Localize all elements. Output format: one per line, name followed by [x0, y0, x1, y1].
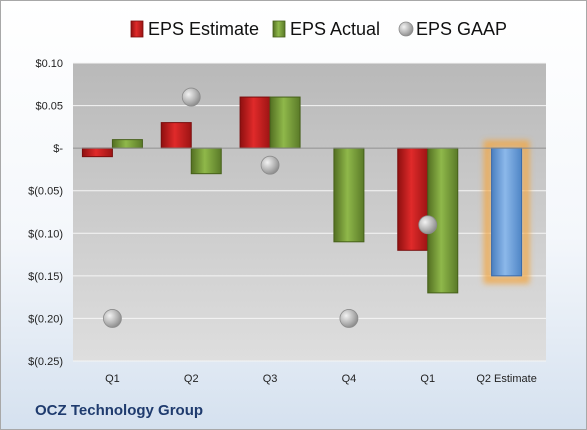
- bar-eps-actual: [190, 147, 222, 175]
- legend-swatch: [272, 20, 286, 38]
- x-tick-label: Q2 Estimate: [476, 373, 537, 385]
- y-tick-label: $0.05: [35, 101, 63, 113]
- bar-eps-estimate: [397, 147, 429, 251]
- x-tick-label: Q3: [263, 373, 278, 385]
- bar-q2-estimate: [491, 147, 523, 277]
- marker-eps-gaap: [181, 87, 201, 107]
- marker-eps-gaap: [339, 309, 359, 328]
- y-tick-label: $(0.15): [28, 271, 63, 283]
- y-tick-label: $(0.25): [28, 356, 63, 368]
- x-tick-label: Q1: [105, 373, 120, 385]
- x-tick-label: Q2: [184, 373, 199, 385]
- bar-eps-actual: [269, 96, 301, 149]
- highlight-glow: [483, 140, 530, 284]
- y-tick-label: $0.10: [35, 58, 63, 70]
- legend-swatch: [130, 20, 144, 38]
- marker-eps-gaap: [418, 215, 438, 235]
- bar-eps-estimate: [160, 122, 192, 149]
- legend-label: EPS GAAP: [416, 19, 507, 39]
- y-tick-label: $(0.20): [28, 313, 63, 325]
- legend-label: EPS Estimate: [148, 19, 259, 39]
- marker-eps-gaap: [260, 155, 280, 175]
- company-name: OCZ Technology Group: [35, 402, 204, 419]
- bar-eps-actual: [111, 139, 143, 149]
- y-tick-label: $(0.10): [28, 228, 63, 240]
- legend-label: EPS Actual: [290, 19, 380, 39]
- x-tick-label: Q1: [420, 373, 435, 385]
- y-tick-label: $(0.05): [28, 186, 63, 198]
- marker-eps-gaap: [103, 309, 122, 328]
- y-tick-label: $-: [53, 143, 63, 155]
- legend-swatch: [398, 21, 414, 37]
- plot-area: [73, 63, 546, 361]
- bar-eps-actual: [333, 147, 365, 243]
- bar-eps-estimate: [239, 96, 271, 149]
- bar-eps-estimate: [81, 147, 113, 158]
- x-tick-label: Q4: [342, 373, 357, 385]
